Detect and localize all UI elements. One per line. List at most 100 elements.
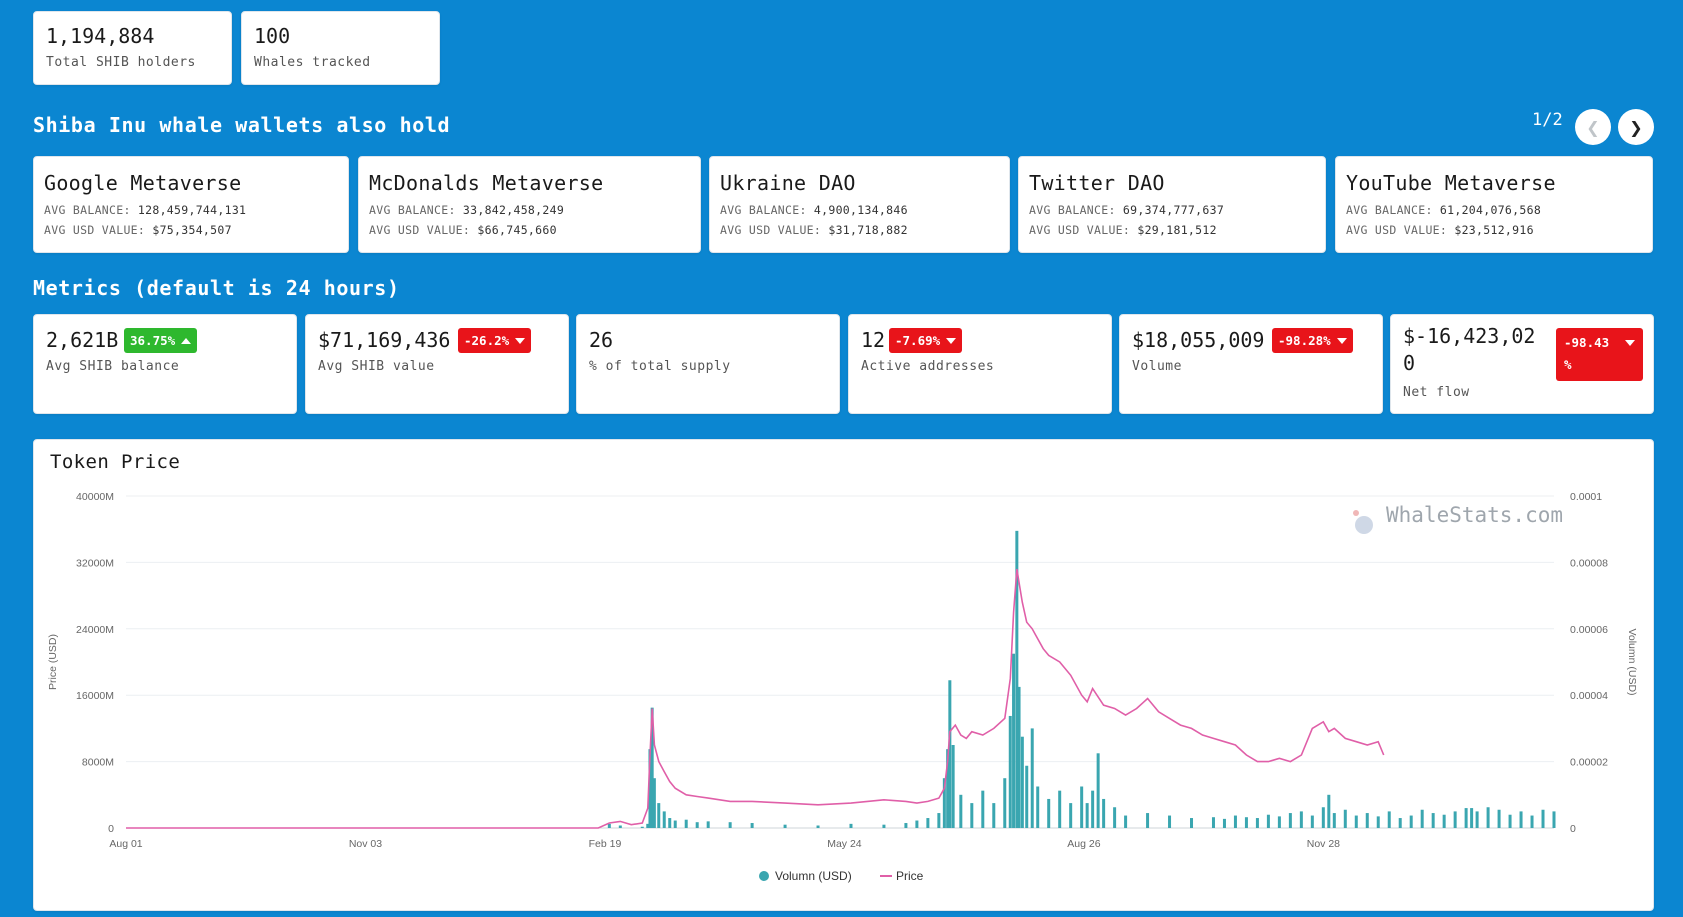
holding-avg-usd: AVG USD VALUE: $23,512,916: [1346, 223, 1534, 237]
prev-page-button[interactable]: ❮: [1575, 109, 1611, 145]
volume-bar: [1409, 815, 1413, 828]
volume-bar: [1541, 809, 1545, 828]
y-left-tick: 16000M: [76, 690, 114, 702]
volume-bar: [981, 790, 985, 828]
holding-name: Google Metaverse: [44, 171, 242, 195]
avg-usd-key: AVG USD VALUE:: [369, 223, 471, 237]
volume-bar: [1190, 818, 1194, 828]
legend-price-label[interactable]: Price: [896, 869, 924, 883]
arrow-down-icon: [1336, 337, 1347, 344]
volume-bar: [1003, 778, 1007, 828]
holding-card[interactable]: Ukraine DAO AVG BALANCE: 4,900,134,846 AVG…: [709, 156, 1010, 253]
holding-card[interactable]: McDonalds Metaverse AVG BALANCE: 33,842,4…: [358, 156, 701, 253]
volume-bar: [1080, 786, 1084, 828]
holding-avg-usd: AVG USD VALUE: $66,745,660: [369, 223, 557, 237]
volume-bar: [1453, 811, 1457, 828]
holding-name: YouTube Metaverse: [1346, 171, 1556, 195]
metric-change-badge: -7.69%: [889, 328, 963, 353]
legend-volume-swatch: [759, 871, 769, 881]
metric-value: $18,055,009: [1132, 328, 1265, 352]
volume-bar: [1277, 816, 1281, 828]
arrow-down-icon: [946, 337, 957, 344]
token-price-chart: 0 8000M 16000M 24000M 32000M 40000M 0 0.00002 0.…: [47, 491, 1638, 883]
volume-bar: [668, 818, 672, 828]
volume-bar: [937, 813, 941, 828]
volume-bar: [1266, 814, 1270, 828]
x-tick: Feb 19: [589, 838, 622, 850]
volume-bar: [1519, 811, 1523, 828]
y-right-label: Volumn (USD): [1626, 628, 1638, 695]
avg-balance-key: AVG BALANCE:: [720, 203, 807, 217]
avg-usd-key: AVG USD VALUE:: [1029, 223, 1131, 237]
metric-change-badge: 36.75%: [124, 328, 198, 353]
volume-bar: [1420, 809, 1424, 828]
volume-bar: [816, 825, 820, 828]
y-left-label: Price (USD): [47, 634, 59, 690]
metric-label: Volume: [1132, 359, 1182, 374]
volume-bar: [1222, 818, 1226, 828]
holding-avg-balance: AVG BALANCE: 61,204,076,568: [1346, 203, 1542, 217]
holding-avg-balance: AVG BALANCE: 128,459,744,131: [44, 203, 247, 217]
metric-value: 2,621B: [46, 328, 119, 352]
metric-change-text: -98.43: [1564, 335, 1610, 350]
metric-value-line: 0: [1403, 351, 1416, 375]
volume-bar: [926, 818, 930, 828]
holding-avg-usd: AVG USD VALUE: $31,718,882: [720, 223, 908, 237]
y-right-tick: 0.00008: [1570, 557, 1608, 569]
metric-card: 12 -7.69% Active addresses: [848, 314, 1112, 414]
volume-bar: [1321, 807, 1325, 828]
metric-label: Avg SHIB balance: [46, 359, 180, 374]
legend-volume-label[interactable]: Volumn (USD): [775, 869, 852, 883]
volume-bar: [1387, 811, 1391, 828]
volume-bar: [1244, 817, 1248, 828]
avg-balance-key: AVG BALANCE:: [1029, 203, 1116, 217]
watermark-text: WhaleStats.com: [1386, 503, 1563, 527]
holding-name: Ukraine DAO: [720, 171, 856, 195]
chart-legend[interactable]: Volumn (USD) Price: [759, 869, 924, 883]
metric-value: 12: [861, 328, 886, 352]
x-tick: Aug 26: [1067, 838, 1100, 850]
chart-title: Token Price: [50, 451, 181, 473]
chevron-right-icon: ❯: [1629, 117, 1643, 137]
volume-bar: [1470, 808, 1474, 828]
arrow-down-icon: [1625, 340, 1635, 346]
metric-value: 26: [589, 328, 614, 352]
volume-bar: [951, 745, 955, 828]
metric-card: $-16,423,02 0 -98.43% Net flow: [1390, 314, 1654, 414]
metric-label: Net flow: [1403, 385, 1470, 400]
holding-card[interactable]: YouTube Metaverse AVG BALANCE: 61,204,076…: [1335, 156, 1653, 253]
avg-usd-key: AVG USD VALUE:: [44, 223, 146, 237]
y-right-tick: 0.0001: [1570, 491, 1602, 503]
metric-value-line: $-16,423,02: [1403, 324, 1536, 348]
y-left-tick: 8000M: [82, 757, 114, 769]
metric-change-text: -98.28%: [1278, 333, 1331, 348]
volume-bar: [1008, 715, 1012, 828]
next-page-button[interactable]: ❯: [1618, 109, 1654, 145]
volume-bar: [1058, 790, 1062, 828]
metric-card: 26 % of total supply: [576, 314, 840, 414]
volume-bar: [695, 822, 699, 828]
volume-bar: [1398, 818, 1402, 828]
metric-change-text: -7.69%: [895, 333, 941, 348]
whalestats-logo: WhaleStats.com: [1353, 503, 1563, 534]
volume-bar: [1025, 765, 1029, 828]
holders-label: Total SHIB holders: [46, 55, 196, 70]
volume-bar: [946, 749, 950, 828]
volume-bar: [1036, 786, 1040, 828]
volume-bar: [1020, 736, 1024, 828]
volume-bar: [1288, 813, 1292, 828]
holding-card[interactable]: Twitter DAO AVG BALANCE: 69,374,777,637 AV…: [1018, 156, 1326, 253]
metric-change-badge: -26.2%: [458, 328, 532, 353]
volume-bar: [1113, 807, 1117, 828]
volume-bar: [1168, 815, 1172, 828]
y-right-tick: 0.00006: [1570, 624, 1608, 636]
chevron-left-icon: ❮: [1586, 117, 1600, 137]
avg-balance-key: AVG BALANCE:: [44, 203, 131, 217]
volume-bar: [783, 824, 787, 828]
y-right-tick: 0: [1570, 823, 1576, 835]
holding-card[interactable]: Google Metaverse AVG BALANCE: 128,459,744…: [33, 156, 349, 253]
x-tick: Nov 28: [1307, 838, 1340, 850]
volume-bar: [1497, 809, 1501, 828]
metric-label: % of total supply: [589, 359, 731, 374]
metric-change-text: %: [1564, 357, 1572, 372]
